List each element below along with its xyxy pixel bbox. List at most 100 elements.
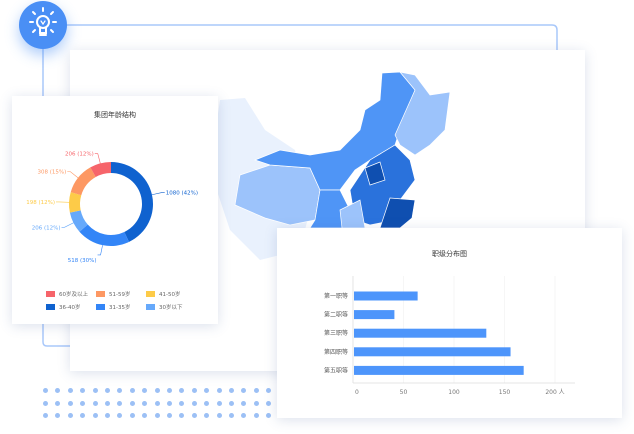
dot xyxy=(154,413,160,418)
dot xyxy=(67,400,73,406)
legend-swatch xyxy=(146,304,155,310)
bar[interactable] xyxy=(354,328,487,338)
y-category-label: 第一职等 xyxy=(324,292,348,300)
legend-label: 60岁及以上 xyxy=(59,292,88,298)
grade-chart-title: 职级分布图 xyxy=(432,250,467,258)
age-structure-card: 集团年龄结构 1080 (42%) 518 (30%) 206 (12%) 198 (… xyxy=(12,96,218,324)
donut-data-label: 1080 (42%) xyxy=(166,191,198,197)
legend-label: 51-59岁 xyxy=(109,292,131,298)
dot xyxy=(253,413,259,418)
dot xyxy=(179,400,185,406)
age-chart-title: 集团年龄结构 xyxy=(94,111,136,119)
bar[interactable] xyxy=(354,291,418,301)
dot xyxy=(92,400,98,406)
dot xyxy=(105,413,110,418)
legend-item[interactable]: 30岁以下 xyxy=(146,303,183,311)
dot xyxy=(191,388,197,393)
donut-data-label: 308 (15%) xyxy=(38,170,67,176)
bar[interactable] xyxy=(354,310,395,320)
y-category-label: 第四职等 xyxy=(324,348,348,356)
dot xyxy=(266,413,272,418)
dot xyxy=(191,400,197,406)
donut-slice[interactable] xyxy=(111,162,154,242)
dot xyxy=(117,388,123,393)
legend-item[interactable]: 41-50岁 xyxy=(146,290,180,298)
x-tick-label: 50 xyxy=(400,389,408,396)
dot xyxy=(129,413,135,418)
bar[interactable] xyxy=(354,347,511,357)
donut-label-line xyxy=(94,153,101,164)
dot xyxy=(67,388,73,393)
dot xyxy=(229,388,234,393)
dot xyxy=(117,413,123,418)
dot xyxy=(55,400,61,406)
dot xyxy=(241,388,247,393)
dot xyxy=(43,413,48,418)
legend-item[interactable]: 60岁及以上 xyxy=(46,290,88,298)
legend-item[interactable]: 36-40岁 xyxy=(46,303,80,311)
legend-swatch xyxy=(46,291,55,297)
y-category-label: 第五职等 xyxy=(324,366,348,374)
dot xyxy=(55,413,61,418)
dot xyxy=(229,400,234,406)
dot xyxy=(80,413,86,418)
bar[interactable] xyxy=(354,365,524,375)
donut-slice[interactable] xyxy=(69,210,88,232)
donut-slice[interactable] xyxy=(79,224,130,247)
dot xyxy=(167,388,172,393)
dot xyxy=(105,388,110,393)
dot xyxy=(154,400,160,406)
x-tick-label: 100 xyxy=(448,389,460,396)
legend-label: 30岁以下 xyxy=(159,305,183,311)
dot xyxy=(204,413,210,418)
donut-data-label: 206 (12%) xyxy=(65,152,94,158)
donut-label-line xyxy=(67,171,79,179)
dot xyxy=(67,413,73,418)
legend-swatch xyxy=(46,304,55,310)
y-category-label: 第三职等 xyxy=(324,329,348,337)
legend-item[interactable]: 31-35岁 xyxy=(96,303,130,311)
map-region-hebei xyxy=(364,161,386,186)
dot xyxy=(142,388,148,393)
dot xyxy=(142,400,148,406)
dot xyxy=(204,400,210,406)
dot xyxy=(216,413,222,418)
y-category-label: 第二职等 xyxy=(324,311,348,319)
donut-label-line xyxy=(151,192,165,196)
dot xyxy=(241,400,247,406)
dot xyxy=(117,400,123,406)
lightbulb-icon xyxy=(29,7,57,36)
donut-slice[interactable] xyxy=(70,167,96,196)
dot xyxy=(266,400,272,406)
dot xyxy=(216,400,222,406)
map-region-coast xyxy=(379,197,416,229)
x-tick-label: 200 人 xyxy=(545,389,564,396)
legend-swatch xyxy=(146,291,155,297)
dot xyxy=(92,388,98,393)
age-donut-chart: 1080 (42%) 518 (30%) 206 (12%) 198 (12%) 308… xyxy=(26,152,198,264)
dot xyxy=(179,413,185,418)
legend-label: 31-35岁 xyxy=(109,305,131,311)
dot xyxy=(43,388,48,393)
legend-label: 36-40岁 xyxy=(59,305,81,311)
donut-slice[interactable] xyxy=(90,162,111,178)
dot xyxy=(154,388,160,393)
dot xyxy=(229,413,234,418)
dot xyxy=(266,388,272,393)
dot xyxy=(129,400,135,406)
donut-slice[interactable] xyxy=(69,192,82,213)
dot xyxy=(191,413,197,418)
donut-label-line xyxy=(97,245,103,256)
legend-label: 41-50岁 xyxy=(159,292,181,298)
map-region-northeast xyxy=(394,71,451,156)
dot xyxy=(253,400,259,406)
dot xyxy=(241,413,247,418)
china-map xyxy=(210,71,451,260)
dot xyxy=(105,400,110,406)
legend-swatch xyxy=(96,291,105,297)
dot xyxy=(80,388,86,393)
legend-item[interactable]: 51-59岁 xyxy=(96,290,130,298)
legend-swatch xyxy=(96,304,105,310)
dot xyxy=(216,388,222,393)
